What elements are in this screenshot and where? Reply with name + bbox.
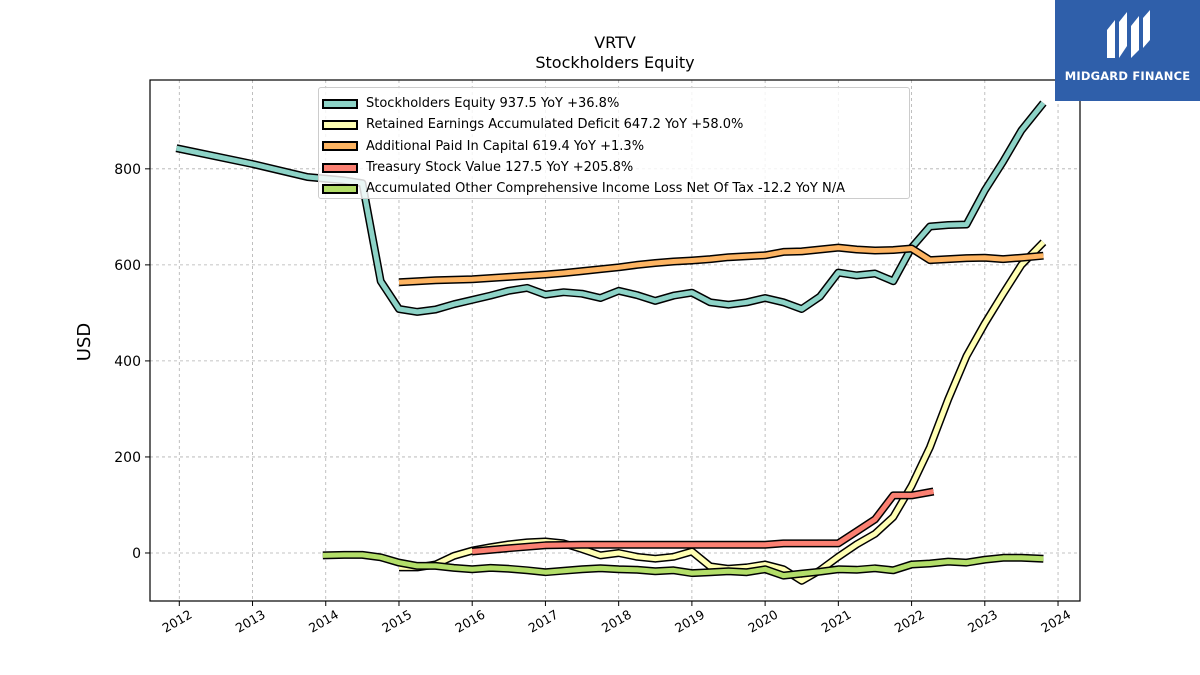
- x-tick-label: 2014: [306, 607, 341, 636]
- x-tick-label: 2019: [672, 607, 707, 636]
- series-line-0: [175, 100, 1047, 316]
- y-tick-label: 800: [114, 162, 141, 178]
- chart-legend: Stockholders Equity 937.5 YoY +36.8% Ret…: [318, 87, 910, 199]
- series-stroke: [398, 245, 1044, 285]
- legend-label: Additional Paid In Capital 619.4 YoY +1.…: [366, 138, 645, 154]
- y-tick-label: 600: [114, 258, 141, 274]
- legend-swatch: [322, 141, 358, 152]
- midgard-finance-logo: MIDGARD FINANCE: [1055, 0, 1200, 101]
- x-tick-label: 2022: [892, 607, 927, 636]
- legend-label: Treasury Stock Value 127.5 YoY +205.8%: [366, 160, 634, 176]
- chart-title: VRTV: [594, 33, 636, 52]
- legend-swatch: [322, 98, 358, 109]
- x-tick-label: 2018: [599, 607, 634, 636]
- x-tick-label: 2013: [233, 607, 268, 636]
- series-stroke: [322, 552, 1044, 579]
- y-axis-label: USD: [74, 323, 95, 361]
- x-tick-label: 2012: [160, 607, 195, 636]
- legend-label: Retained Earnings Accumulated Deficit 64…: [366, 117, 744, 133]
- legend-swatch: [322, 162, 358, 173]
- x-tick-label: 2017: [526, 607, 561, 636]
- x-tick-label: 2023: [965, 607, 1000, 636]
- legend-item-accumulated-oci: Accumulated Other Comprehensive Income L…: [319, 178, 909, 199]
- legend-swatch: [322, 183, 358, 194]
- x-tick-label: 2021: [819, 607, 854, 636]
- legend-item-additional-paid-in-capital: Additional Paid In Capital 619.4 YoY +1.…: [319, 136, 909, 157]
- legend-item-treasury-stock: Treasury Stock Value 127.5 YoY +205.8%: [319, 157, 909, 178]
- y-tick-label: 400: [114, 354, 141, 370]
- legend-item-retained-earnings: Retained Earnings Accumulated Deficit 64…: [319, 114, 909, 135]
- series-layer: [175, 100, 1047, 585]
- logo-text: MIDGARD FINANCE: [1064, 69, 1191, 83]
- series-stroke: [175, 101, 1046, 315]
- x-tick-label: 2016: [452, 607, 487, 636]
- legend-label: Accumulated Other Comprehensive Income L…: [366, 181, 845, 197]
- y-tick-label: 200: [114, 450, 141, 466]
- y-tick-label: 0: [132, 546, 141, 562]
- x-tick-label: 2024: [1038, 607, 1073, 636]
- legend-swatch: [322, 119, 358, 130]
- plot-frame: [149, 79, 1081, 602]
- legend-label: Stockholders Equity 937.5 YoY +36.8%: [366, 96, 620, 112]
- x-tick-label: 2015: [379, 607, 414, 636]
- x-tick-label: 2020: [745, 607, 780, 636]
- midgard-logo-icon: [1107, 10, 1150, 58]
- legend-item-stockholders-equity: Stockholders Equity 937.5 YoY +36.8%: [319, 93, 909, 114]
- series-line-3: [471, 487, 935, 556]
- chart-subtitle: Stockholders Equity: [535, 53, 695, 72]
- series-line-2: [398, 243, 1044, 287]
- series-line-4: [322, 550, 1044, 580]
- series-stroke: [471, 489, 934, 554]
